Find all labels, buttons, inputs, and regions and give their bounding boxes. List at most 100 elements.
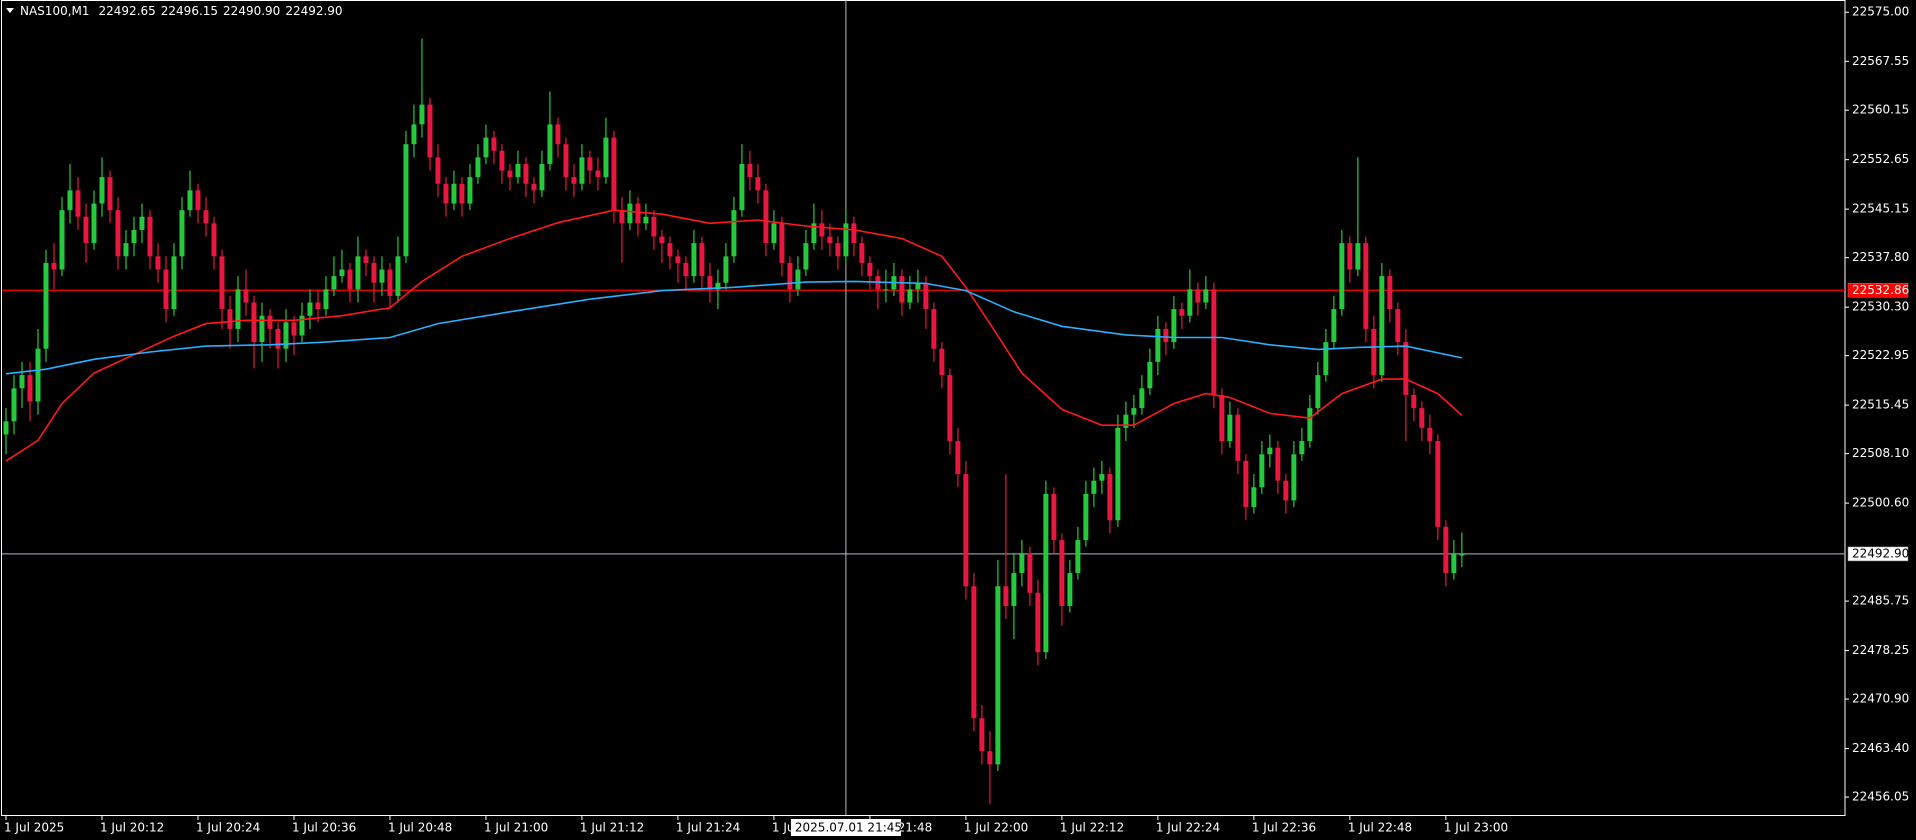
- candle-body: [707, 276, 713, 290]
- y-tick-label: 22500.60: [1852, 496, 1909, 510]
- candle-body: [347, 269, 353, 290]
- candle-body: [1403, 342, 1409, 395]
- candle-body: [1379, 276, 1385, 376]
- menu-triangle[interactable]: [6, 8, 14, 13]
- price-level-box: [1847, 546, 1909, 562]
- candle-body: [51, 262, 57, 270]
- candle-body: [595, 170, 601, 178]
- candle-body: [451, 183, 457, 204]
- x-tick-label: 1 Jul 21:24: [676, 821, 740, 835]
- candle-body: [755, 177, 761, 191]
- candle-body: [1451, 553, 1457, 574]
- candle-body: [155, 256, 161, 270]
- candle-body: [403, 144, 409, 257]
- x-tick-label: 1 Jul 22:36: [1252, 821, 1316, 835]
- candle-body: [987, 751, 993, 765]
- candle-body: [187, 190, 193, 211]
- x-tick-label: 1 Jul 21:12: [580, 821, 644, 835]
- candle-body: [107, 177, 113, 211]
- candle-body: [227, 309, 233, 329]
- candle-body: [83, 216, 89, 244]
- candle-body: [323, 289, 329, 310]
- candle-body: [995, 586, 1001, 765]
- candle-body: [43, 262, 49, 349]
- candle-body: [3, 421, 9, 435]
- candle-body: [75, 190, 81, 217]
- y-tick-label: 22470.90: [1852, 692, 1909, 706]
- candle-body: [307, 302, 313, 316]
- candle-body: [803, 243, 809, 270]
- candle-body: [1075, 540, 1081, 574]
- candle-body: [619, 210, 625, 224]
- candle-body: [771, 223, 777, 244]
- candle-body: [947, 375, 953, 442]
- candle-body: [499, 150, 505, 171]
- candle-body: [1019, 553, 1025, 574]
- candle-body: [787, 262, 793, 290]
- candle-body: [1387, 276, 1393, 310]
- candle-body: [483, 137, 489, 158]
- y-tick-label: 22485.75: [1852, 594, 1909, 608]
- candle-body: [739, 163, 745, 211]
- y-tick-label: 22508.10: [1852, 446, 1909, 460]
- candle-body: [643, 216, 649, 224]
- candle-body: [1427, 427, 1433, 442]
- candle-body: [315, 302, 321, 310]
- candle-body: [579, 157, 585, 184]
- crosshair-box: [790, 819, 901, 836]
- candle-body: [1099, 474, 1105, 481]
- candle-body: [851, 223, 857, 244]
- candle-body: [1043, 493, 1049, 653]
- candle-body: [939, 348, 945, 376]
- candle-body: [387, 269, 393, 296]
- candle-body: [35, 348, 41, 402]
- candle-body: [291, 322, 297, 336]
- price-level-label: 22532.86: [1852, 283, 1909, 297]
- candle-body: [1243, 460, 1249, 508]
- candle-body: [283, 322, 289, 349]
- candle-body: [267, 315, 273, 329]
- y-tick-label: 22552.65: [1852, 152, 1909, 166]
- candle-body: [1139, 388, 1145, 409]
- moving-average-line: [5, 280, 1462, 375]
- candle-body: [27, 375, 33, 402]
- candle-body: [427, 104, 433, 158]
- candle-body: [915, 282, 921, 290]
- candle-body: [363, 256, 369, 263]
- candle-body: [1411, 394, 1417, 409]
- candle-body: [979, 718, 985, 752]
- candle-body: [715, 282, 721, 290]
- candle-body: [1123, 414, 1129, 428]
- symbol-header: NAS100,M1 22492.65 22496.15 22490.90 22492.9…: [20, 4, 343, 18]
- candle-body: [395, 256, 401, 296]
- candle-body: [1195, 289, 1201, 303]
- candle-body: [1027, 553, 1033, 593]
- price-level-box: [1847, 283, 1909, 298]
- candle-body: [667, 243, 673, 257]
- candle-body: [1299, 441, 1305, 455]
- x-tick-label: 1 Jul 22:12: [1060, 821, 1124, 835]
- candle-body: [1203, 289, 1209, 303]
- candle-body: [899, 276, 905, 303]
- candle-body: [1419, 408, 1425, 428]
- candle-body: [1067, 573, 1073, 607]
- candle-body: [371, 262, 377, 283]
- candle-body: [235, 289, 241, 329]
- candle-body: [411, 124, 417, 145]
- price-level-label: 22492.90: [1852, 546, 1909, 560]
- candle-body: [163, 269, 169, 310]
- candle-body: [1035, 592, 1041, 653]
- candle-body: [1459, 553, 1465, 556]
- candle-body: [355, 256, 361, 290]
- candle-body: [1211, 289, 1217, 395]
- candle-body: [811, 223, 817, 244]
- y-tick-label: 22463.40: [1852, 741, 1909, 755]
- moving-average-line: [5, 209, 1463, 462]
- candle-body: [651, 216, 657, 237]
- candle-body: [1163, 328, 1169, 343]
- candle-body: [443, 183, 449, 204]
- x-tick-label: 1 Jul 22:24: [1156, 821, 1220, 835]
- candle-body: [19, 375, 25, 389]
- candle-body: [1259, 454, 1265, 488]
